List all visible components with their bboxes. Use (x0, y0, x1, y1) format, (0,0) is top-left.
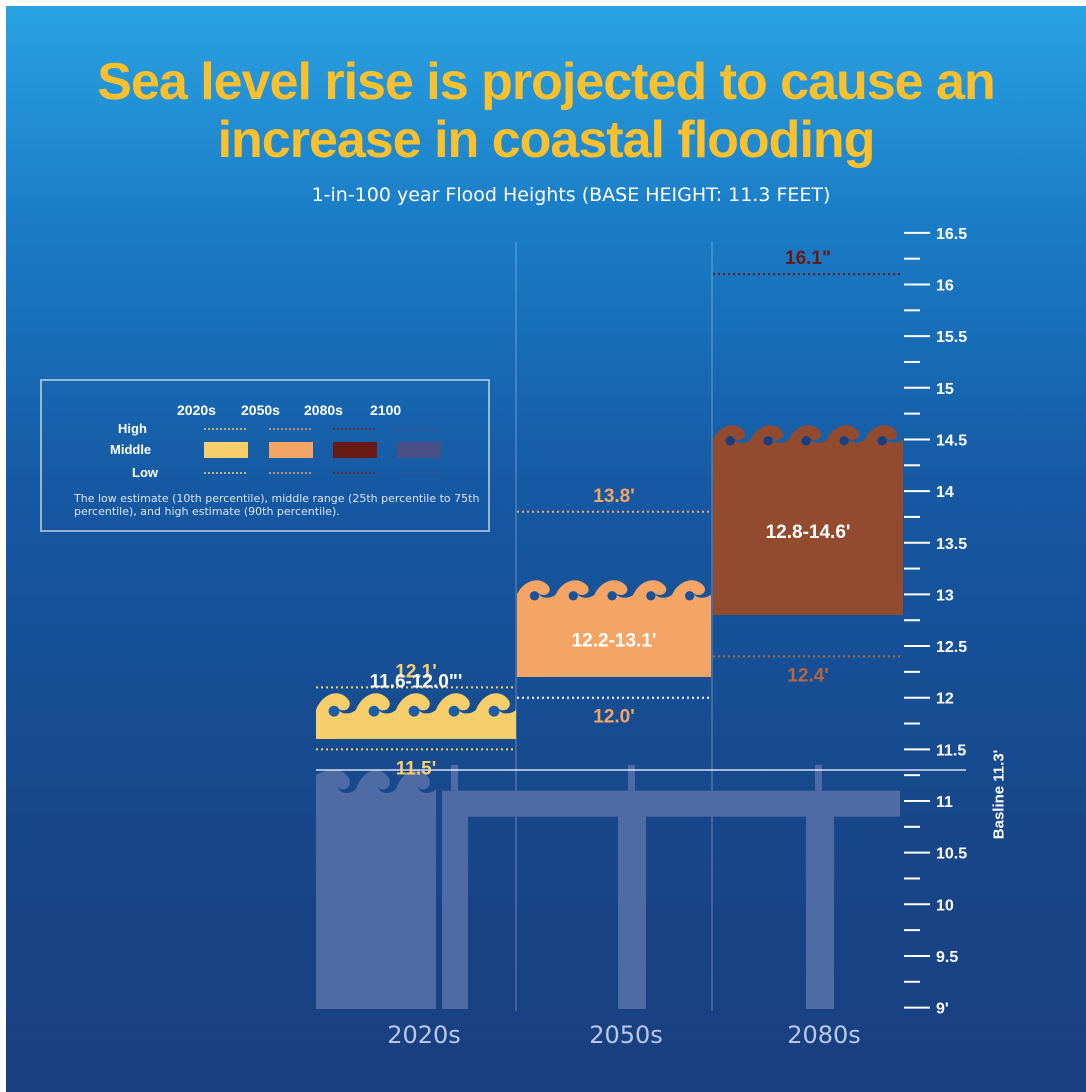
y-tick-label: 9.5 (936, 949, 958, 966)
pier-piling (442, 816, 468, 1009)
subtitle: 1-in-100 year Flood Heights (BASE HEIGHT… (311, 184, 831, 206)
decade-label-2080s: 2080s (787, 1021, 861, 1049)
y-tick-label: 14 (936, 484, 954, 501)
legend-col-2080s: 2080s (304, 402, 343, 418)
wave-curl (408, 705, 420, 717)
y-tick-label: 15.5 (936, 329, 967, 346)
y-tick-label: 10 (936, 897, 954, 914)
y-tick-label: 10.5 (936, 846, 967, 863)
legend-col-2020s: 2020s (177, 402, 216, 418)
legend-middle-swatch (204, 442, 248, 458)
y-tick-label: 13 (936, 587, 954, 604)
legend-col-2050s: 2050s (241, 402, 280, 418)
pier-deck (442, 790, 900, 817)
wave-curl (684, 591, 695, 601)
y-tick-label: 11.5 (936, 742, 966, 759)
baseline-water (316, 801, 436, 1009)
low-estimate-label-2020s: 11.5' (396, 758, 436, 779)
middle-range-label-2020s: 11.6-12.0"' (370, 672, 463, 693)
flood-height-chart: 12.1' 11.5' 11.6-12.0"' 13.8' 12.0' 12.2-13.1… (316, 226, 967, 1018)
infographic: Sea level rise is projected to cause an … (6, 6, 1086, 1092)
decade-label-2020s: 2020s (387, 1021, 461, 1049)
high-estimate-label-2080s: 16.1" (785, 248, 831, 269)
wave-curl (368, 705, 380, 717)
y-tick-label: 14.5 (936, 432, 967, 449)
legend-swatches (204, 428, 441, 474)
middle-range-label-2050s: 12.2-13.1' (572, 631, 657, 652)
y-tick-label: 15 (936, 381, 954, 398)
legend-middle-swatch (397, 442, 441, 458)
decade-label-2050s: 2050s (589, 1021, 663, 1049)
low-estimate-label-2050s: 12.0' (593, 707, 635, 728)
high-estimate-label-2050s: 13.8' (593, 486, 635, 507)
wave-curl (839, 436, 849, 446)
wave-curl (448, 705, 460, 717)
low-estimate-label-2080s: 12.4' (787, 665, 829, 686)
y-tick-label: 13.5 (936, 536, 967, 553)
pier-post (628, 764, 635, 791)
wave-curl (877, 436, 887, 446)
title-line-2: increase in coastal flooding (217, 111, 876, 169)
high-estimate-label-2020s: 12.1' (395, 661, 437, 682)
y-tick-label: 16.5 (936, 226, 967, 243)
legend-row-high: High (118, 421, 147, 436)
middle-range-label-2080s: 12.8-14.6' (766, 522, 851, 543)
y-tick-label: 16 (936, 278, 954, 295)
legend-col-2100: 2100 (370, 402, 402, 418)
y-tick-label: 12.5 (936, 639, 967, 656)
pier-post (451, 764, 458, 791)
legend-note: The low estimate (10th percentile), midd… (74, 492, 480, 518)
wave-curl (568, 591, 578, 601)
y-tick-label: 9' (936, 1001, 949, 1018)
pier-post (815, 764, 822, 791)
wave-curl (646, 591, 656, 601)
legend-middle-swatch (269, 442, 313, 458)
wave-curl (529, 591, 540, 601)
legend-row-low: Low (132, 465, 158, 480)
middle-range-band-2050s (517, 580, 711, 678)
pier-piling (806, 816, 834, 1009)
middle-range-band-2080s (713, 425, 903, 616)
wave-curl (725, 436, 735, 446)
legend-row-middle: Middle (110, 442, 152, 457)
wave-curl (328, 705, 340, 717)
wave-curl (488, 705, 500, 717)
legend-middle-swatch (333, 442, 377, 458)
y-axis-title: Basline 11.3' (990, 749, 1008, 840)
y-tick-label: 12 (936, 691, 954, 708)
wave-curl (801, 436, 811, 446)
wave-curl (607, 591, 617, 601)
title-line-1: Sea level rise is projected to cause an (97, 53, 995, 111)
pier-piling (618, 816, 646, 1009)
y-tick-label: 11 (936, 794, 953, 811)
legend: 2020s 2050s 2080s 2100 High Middle Low T… (40, 379, 490, 532)
wave-curl (763, 436, 773, 446)
